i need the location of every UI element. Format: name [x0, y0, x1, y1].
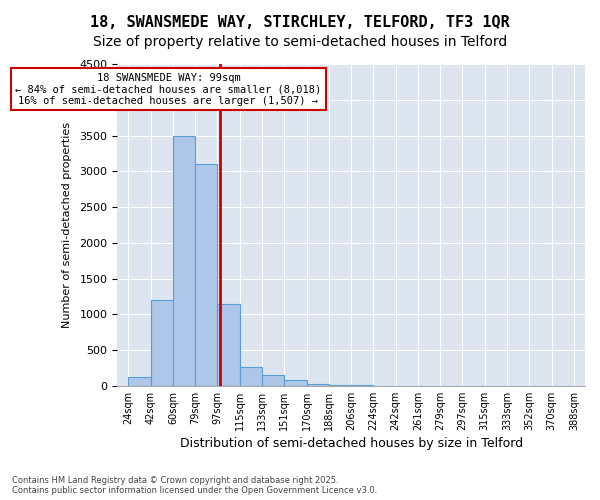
- Text: 18, SWANSMEDE WAY, STIRCHLEY, TELFORD, TF3 1QR: 18, SWANSMEDE WAY, STIRCHLEY, TELFORD, T…: [90, 15, 510, 30]
- Bar: [329, 385, 351, 386]
- Bar: [240, 366, 262, 386]
- Bar: [262, 375, 284, 386]
- Bar: [284, 380, 307, 386]
- Bar: [173, 136, 195, 386]
- Bar: [128, 377, 151, 386]
- X-axis label: Distribution of semi-detached houses by size in Telford: Distribution of semi-detached houses by …: [179, 437, 523, 450]
- Y-axis label: Number of semi-detached properties: Number of semi-detached properties: [62, 122, 73, 328]
- Bar: [307, 384, 329, 386]
- Bar: [195, 164, 217, 386]
- Text: Size of property relative to semi-detached houses in Telford: Size of property relative to semi-detach…: [93, 35, 507, 49]
- Bar: [217, 304, 240, 386]
- Bar: [151, 300, 173, 386]
- Text: 18 SWANSMEDE WAY: 99sqm
← 84% of semi-detached houses are smaller (8,018)
16% of: 18 SWANSMEDE WAY: 99sqm ← 84% of semi-de…: [16, 72, 322, 106]
- Text: Contains HM Land Registry data © Crown copyright and database right 2025.
Contai: Contains HM Land Registry data © Crown c…: [12, 476, 377, 495]
